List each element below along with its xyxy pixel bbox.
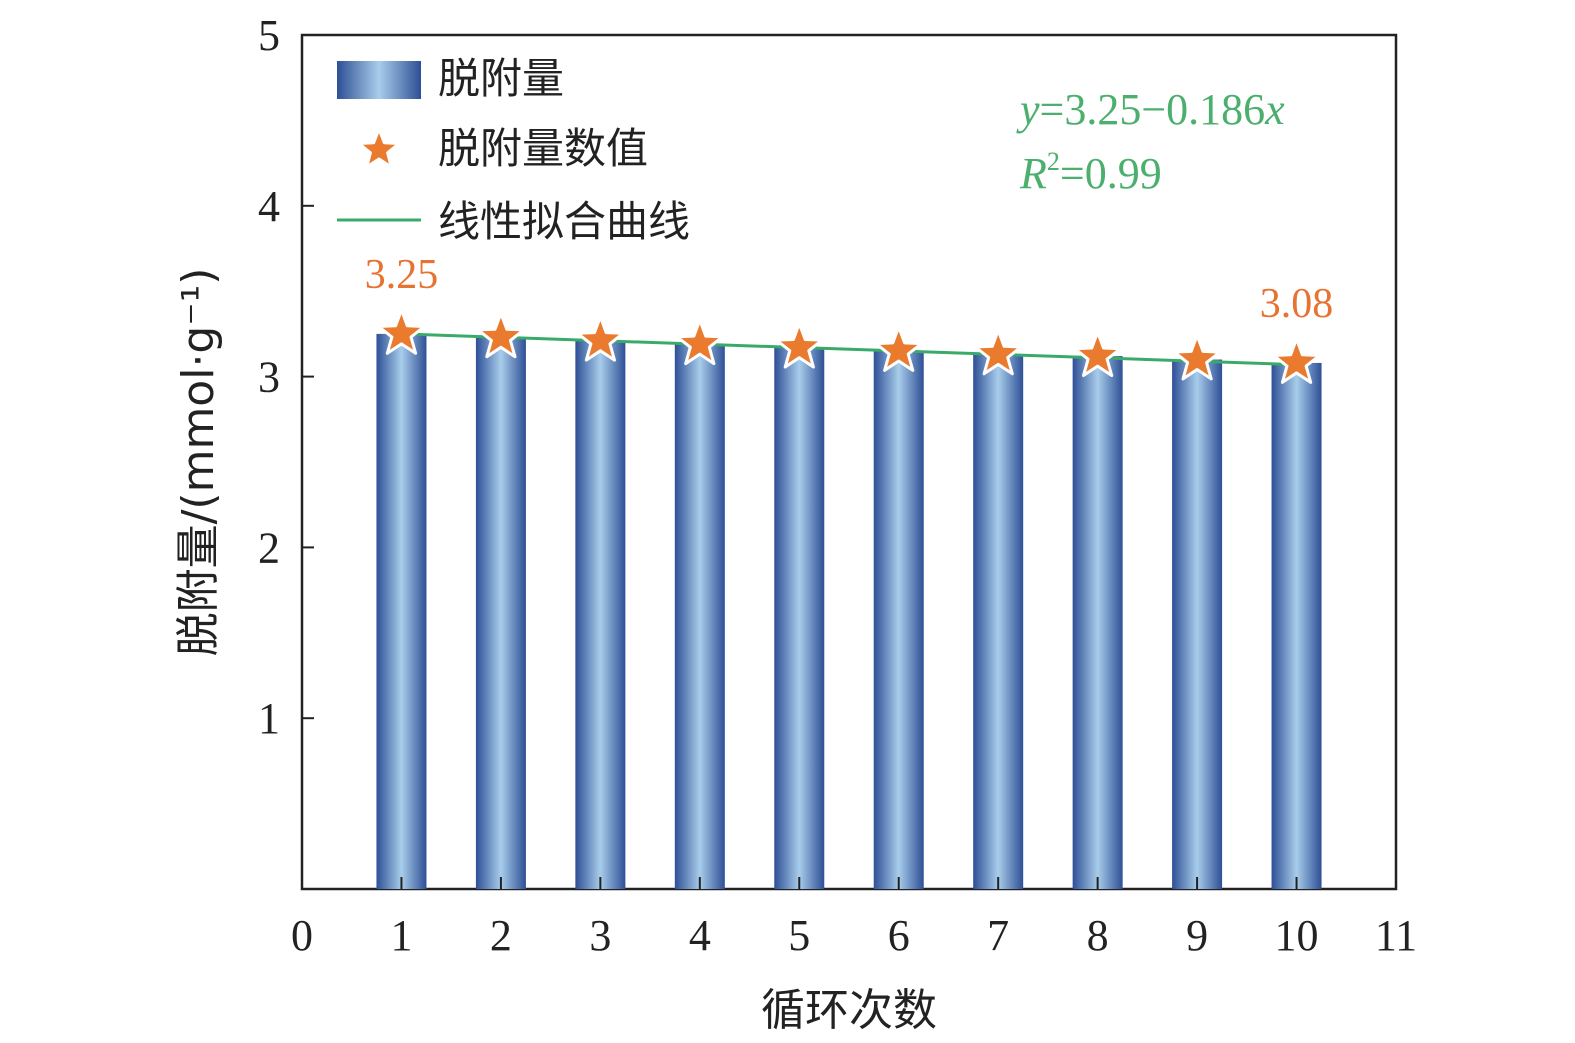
star-marker [1172,334,1222,381]
bar [575,340,626,889]
x-tick-label: 1 [390,911,412,960]
fit-line-series [401,332,1297,367]
bar [674,344,725,889]
y-tick-label: 3 [258,353,280,402]
star-marker [476,311,526,359]
y-tick-label: 5 [258,11,280,60]
star-marker [874,325,924,372]
star-marker [973,328,1023,376]
x-tick-label: 6 [888,911,910,960]
equation-rhs: =3.25−0.186 [1040,85,1266,134]
equation-line-2: R2=0.99 [1019,147,1162,198]
star-marker [675,318,725,366]
legend-bar-swatch [337,61,421,99]
x-axis-ticks: 0 1 2 3 4 5 6 7 8 9 10 11 [291,877,1417,960]
r-squared-exponent: 2 [1047,147,1060,176]
legend: 脱附量 脱附量数值 线性拟合曲线 [337,54,690,246]
x-tick-label: 11 [1375,911,1417,960]
plot-area-frame [300,33,1398,891]
x-tick-label: 5 [788,911,810,960]
x-tick-label: 8 [1087,911,1109,960]
data-label: 3.08 [1260,281,1334,327]
x-tick-label: 10 [1275,911,1319,960]
r-squared-var: R [1019,149,1047,198]
x-tick-label: 2 [490,911,512,960]
star-marker [1272,337,1321,384]
legend-star-swatch [357,127,401,169]
bar [1172,359,1223,889]
bar [1072,356,1123,889]
legend-label-line: 线性拟合曲线 [438,197,690,246]
x-tick-label: 4 [689,911,711,960]
r-squared-value: =0.99 [1060,149,1162,198]
x-tick-label: 0 [291,911,313,960]
y-tick-label: 2 [258,523,280,572]
star-marker [774,322,824,369]
star-series [377,308,1321,384]
bar [475,337,526,889]
equation-y-var: y [1016,85,1040,134]
equation-x-var: x [1264,85,1285,134]
equation-line-1: y=3.25−0.186x [1016,85,1285,134]
bar [774,347,825,890]
x-tick-label: 9 [1186,911,1208,960]
fit-line [401,332,1297,367]
y-axis-ticks: 1 2 3 4 5 [258,11,314,743]
y-tick-label: 1 [258,694,280,743]
bar [973,354,1024,889]
regression-equation: y=3.25−0.186x R2=0.99 [1016,85,1285,198]
legend-label-stars: 脱附量数值 [438,124,648,173]
y-axis-title: 脱附量/(mmol·g⁻¹) [173,268,224,657]
data-label: 3.25 [365,252,439,298]
star-marker [377,308,426,355]
star-marker [1073,330,1122,377]
y-tick-label: 4 [258,182,280,231]
bar-series [376,333,1322,890]
star-marker [576,315,625,362]
bar [1271,362,1322,889]
x-axis-title: 循环次数 [761,985,937,1036]
data-labels: 3.25 3.08 [365,252,1334,327]
legend-label-bars: 脱附量 [438,54,564,103]
x-tick-label: 7 [987,911,1009,960]
bar [376,333,427,889]
bar [873,350,924,890]
x-tick-label: 3 [589,911,611,960]
legend-star-marker [357,127,401,169]
